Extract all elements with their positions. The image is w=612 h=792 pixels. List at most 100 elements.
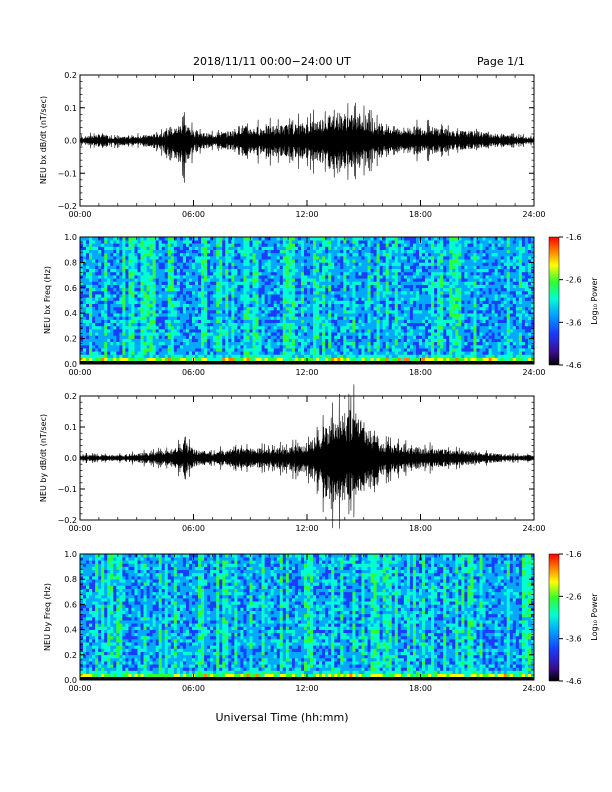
spectrogram-cell-2 <box>222 290 226 295</box>
spectrogram-cell-2 <box>367 322 371 327</box>
spectrogram-cell-2 <box>382 271 386 276</box>
spectrogram-cell-2 <box>255 246 259 250</box>
spectrogram-cell-2 <box>409 252 414 257</box>
spectrogram-cell-2 <box>249 268 253 273</box>
spectrogram-cell-2 <box>455 344 459 349</box>
spectrogram-cell-2 <box>412 348 417 352</box>
spectrogram-cell-2 <box>128 284 132 289</box>
spectrogram-cell-2 <box>243 316 247 320</box>
spectrogram-cell-2 <box>319 256 323 260</box>
spectrogram-cell-2 <box>352 237 356 241</box>
spectrogram-cell-2 <box>191 265 196 270</box>
spectrogram-cell-2 <box>104 354 108 358</box>
spectrogram-cell-2 <box>258 306 262 311</box>
spectrogram-cell-2 <box>346 278 350 282</box>
spectrogram-cell-2 <box>446 294 450 298</box>
spectrogram-cell-2 <box>367 335 371 339</box>
spectrogram-cell-2 <box>89 313 93 317</box>
spectrogram-cell-2 <box>391 243 396 247</box>
spectrogram-cell-2 <box>155 332 159 336</box>
spectrogram-cell-2 <box>240 240 244 244</box>
spectrogram-cell-2 <box>240 319 244 324</box>
spectrogram-cell-2 <box>340 281 344 285</box>
spectrogram-cell-2 <box>195 275 199 279</box>
spectrogram-cell-2 <box>207 290 211 295</box>
spectrogram-cell-2 <box>425 348 429 352</box>
spectrogram-cell-2 <box>352 252 356 257</box>
spectrogram-cell-2 <box>425 237 429 241</box>
spectrogram-cell-2 <box>125 335 129 339</box>
spectrogram-cell-2 <box>131 338 135 343</box>
spectrogram-cell-2 <box>95 259 99 263</box>
spectrogram-cell-2 <box>155 290 159 295</box>
spectrogram-cell-2 <box>213 268 217 273</box>
spectrogram-cell-2 <box>195 237 199 241</box>
spectrogram-cell-2 <box>415 290 420 295</box>
spectrogram-cell-2 <box>128 246 132 250</box>
spectrogram-cell-2 <box>219 313 223 317</box>
spectrogram-cell-2 <box>170 297 175 301</box>
spectrogram-cell-2 <box>310 351 314 355</box>
spectrogram-cell-2 <box>279 281 284 285</box>
spectrogram-cell-2 <box>116 332 120 336</box>
spectrogram-cell-2 <box>125 284 129 289</box>
spectrogram-cell-2 <box>249 344 253 349</box>
spectrogram-cell-2 <box>431 332 435 336</box>
spectrogram-cell-2 <box>249 338 253 343</box>
spectrogram-cell-2 <box>234 310 238 314</box>
spectrogram-cell-2 <box>313 271 317 276</box>
spectrogram-cell-2 <box>313 284 317 289</box>
spectrogram-cell-2 <box>316 271 320 276</box>
spectrogram-cell-2 <box>370 275 374 279</box>
spectrogram-cell-2 <box>415 348 420 352</box>
spectrogram-cell-2 <box>331 268 335 273</box>
spectrogram-cell-2 <box>134 322 138 327</box>
spectrogram-cell-2 <box>337 357 341 362</box>
spectrogram-cell-2 <box>364 281 368 285</box>
spectrogram-cell-2 <box>361 357 365 362</box>
spectrogram-cell-2 <box>176 325 181 330</box>
spectrogram-cell-2 <box>346 275 350 279</box>
spectrogram-cell-2 <box>152 294 156 298</box>
spectrogram-cell-2 <box>152 249 156 254</box>
spectrogram-cell-2 <box>370 284 374 289</box>
spectrogram-cell-2 <box>379 262 383 266</box>
spectrogram-cell-2 <box>322 294 326 298</box>
spectrogram-cell-2 <box>222 259 226 263</box>
spectrogram-cell-2 <box>364 325 368 330</box>
spectrogram-cell-2 <box>425 265 429 270</box>
spectrogram-cell-2 <box>110 249 114 254</box>
spectrogram-cell-2 <box>195 256 199 260</box>
spectrogram-cell-2 <box>367 259 371 263</box>
spectrogram-cell-2 <box>331 338 335 343</box>
spectrogram-cell-2 <box>379 246 383 250</box>
spectrogram-cell-2 <box>319 294 323 298</box>
spectrogram-cell-2 <box>343 243 347 247</box>
spectrogram-cell-2 <box>440 329 444 333</box>
spectrogram-cell-2 <box>434 338 438 343</box>
spectrogram-cell-2 <box>273 271 278 276</box>
spectrogram-cell-2 <box>394 354 399 358</box>
spectrogram-cell-2 <box>355 262 359 266</box>
spectrogram-cell-2 <box>443 313 447 317</box>
spectrogram-cell-2 <box>143 357 147 362</box>
spectrogram-cell-2 <box>255 259 259 263</box>
spectrogram-cell-2 <box>83 354 87 358</box>
spectrogram-cell-2 <box>173 316 178 320</box>
spectrogram-cell-2 <box>204 319 208 324</box>
spectrogram-cell-2 <box>98 287 102 292</box>
spectrogram-cell-2 <box>364 265 368 270</box>
spectrogram-cell-2 <box>89 297 93 301</box>
spectrogram-cell-2 <box>412 335 417 339</box>
spectrogram-cell-2 <box>337 322 341 327</box>
spectrogram-cell-2 <box>170 313 175 317</box>
spectrogram-cell-2 <box>237 300 241 304</box>
spectrogram-cell-2 <box>240 249 244 254</box>
spectrogram-cell-2 <box>276 297 281 301</box>
spectrogram-cell-2 <box>322 357 326 362</box>
spectrogram-cell-2 <box>210 325 214 330</box>
spectrogram-cell-2 <box>428 351 432 355</box>
spectrogram-cell-2 <box>204 265 208 270</box>
spectrogram-cell-2 <box>443 246 447 250</box>
spectrogram-cell-2 <box>113 338 117 343</box>
